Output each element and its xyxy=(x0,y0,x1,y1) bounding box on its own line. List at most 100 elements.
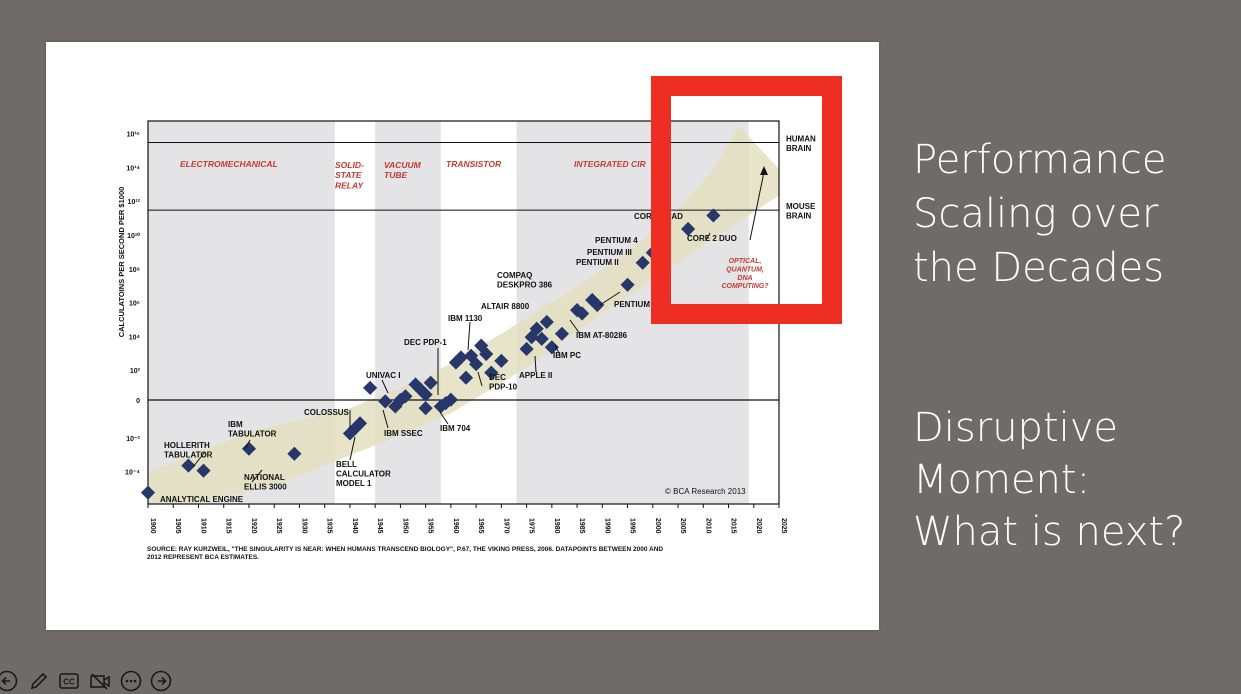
x-tick-label: 1935 xyxy=(326,518,333,534)
data-point xyxy=(287,446,302,461)
data-point xyxy=(196,463,211,478)
svg-text:CC: CC xyxy=(63,678,75,687)
data-point xyxy=(140,485,156,500)
point-label: HOLLERITH TABULATOR xyxy=(164,441,213,460)
x-tick-label: 1960 xyxy=(452,518,459,534)
leader-line xyxy=(244,439,251,450)
y-tick-label: 10⁻⁴ xyxy=(125,470,140,477)
data-point xyxy=(363,380,378,395)
y-tick-label: 0 xyxy=(136,398,140,405)
data-point xyxy=(534,331,549,346)
reference-label: HUMAN BRAIN xyxy=(786,135,816,154)
data-point xyxy=(494,353,509,368)
data-point xyxy=(681,221,696,237)
x-tick-label: 1970 xyxy=(502,518,509,534)
data-point xyxy=(418,387,433,402)
x-tick-label: 1915 xyxy=(225,518,232,534)
x-tick-label: 1955 xyxy=(427,518,434,534)
next-icon[interactable] xyxy=(150,670,172,692)
x-tick-label: 1905 xyxy=(174,518,181,534)
x-tick-label: 1900 xyxy=(149,518,156,534)
leader-line xyxy=(381,379,389,394)
slide-heading: Performance Scaling over the Decades xyxy=(913,133,1166,295)
point-label: ANALYTICAL ENGINE xyxy=(160,495,244,504)
point-label: IBM PC xyxy=(553,351,581,360)
point-label: ALTAIR 8800 xyxy=(481,302,530,311)
x-tick-label: 2020 xyxy=(755,518,762,534)
y-tick-label: 10⁶ xyxy=(129,301,140,308)
point-label: PENTIUM 4 xyxy=(595,236,638,245)
x-tick-label: 1945 xyxy=(376,518,383,534)
previous-icon[interactable] xyxy=(0,670,18,692)
x-tick-label: 2025 xyxy=(780,518,787,534)
data-point xyxy=(575,306,590,321)
leader-line xyxy=(192,451,206,468)
data-point xyxy=(398,389,413,404)
data-point xyxy=(620,277,635,292)
heading-line: the Decades xyxy=(913,245,1165,291)
pen-icon[interactable] xyxy=(28,670,50,692)
data-point xyxy=(484,365,499,380)
x-tick-label: 1995 xyxy=(629,518,636,534)
data-point xyxy=(539,314,554,330)
x-tick-label: 1950 xyxy=(401,518,408,534)
leader-line xyxy=(569,319,581,335)
y-tick-label: 10¹⁰ xyxy=(127,232,140,240)
y-axis-title: CALCULATOINS PER SECOND PER $1000 xyxy=(117,187,126,338)
point-label: IBM SSEC xyxy=(384,429,423,438)
subheading-line: Moment: xyxy=(913,457,1091,503)
point-label: COLOSSUS xyxy=(304,408,350,417)
leader-line xyxy=(382,409,389,429)
captions-icon[interactable]: CC xyxy=(58,670,80,692)
era-label: TRANSISTOR xyxy=(446,159,502,169)
y-tick-label: 10² xyxy=(130,368,141,375)
data-point xyxy=(469,357,484,372)
point-label: PENTIUM xyxy=(614,300,650,309)
x-tick-label: 1965 xyxy=(477,518,484,534)
data-point xyxy=(423,375,438,390)
heading-line: Scaling over xyxy=(913,191,1159,237)
presentation-toolbar: CC xyxy=(0,668,200,694)
source-note: SOURCE: RAY KURZWEIL, "THE SINGULARITY I… xyxy=(147,546,663,561)
data-point xyxy=(352,416,368,431)
point-label: BELL CALCULATOR MODEL 1 xyxy=(336,460,391,488)
x-tick-label: 1920 xyxy=(250,518,257,534)
future-label: OPTICAL, QUANTUM, DNA COMPUTING? xyxy=(721,258,769,290)
point-label: UNIVAC I xyxy=(366,371,401,380)
camera-off-icon[interactable] xyxy=(89,670,111,692)
leader-line xyxy=(599,291,621,306)
leader-line xyxy=(477,371,483,387)
growth-band xyxy=(148,125,779,504)
data-point xyxy=(529,321,544,336)
data-point xyxy=(443,392,458,407)
data-point xyxy=(418,401,433,416)
heading-line: Performance xyxy=(913,137,1167,183)
data-point xyxy=(544,340,559,355)
data-point xyxy=(635,255,650,270)
slide-subheading: Disruptive Moment: What is next? xyxy=(913,402,1185,558)
y-tick-label: 10¹⁴ xyxy=(126,165,140,172)
era-label: ELECTROMECHANICAL xyxy=(180,159,278,169)
x-tick-label: 1980 xyxy=(553,518,560,534)
copyright-label: © BCA Research 2013 xyxy=(665,487,746,496)
point-label: APPLE II xyxy=(519,371,552,380)
y-tick-label: 10¹² xyxy=(128,199,141,206)
x-tick-label: 1975 xyxy=(528,518,535,534)
reference-label: MOUSE BRAIN xyxy=(786,202,816,221)
leader-line xyxy=(554,344,561,356)
data-point xyxy=(519,341,534,357)
leader-line xyxy=(534,355,537,373)
more-icon[interactable] xyxy=(120,670,142,692)
y-tick-label: 10⁻² xyxy=(126,436,140,443)
data-point xyxy=(378,394,393,409)
y-tick-label: 10¹⁶ xyxy=(127,132,140,139)
leader-line xyxy=(349,436,356,461)
data-point xyxy=(590,297,605,313)
point-label: IBM 1130 xyxy=(448,314,483,323)
highlight-box xyxy=(651,76,842,324)
leader-line xyxy=(705,232,711,241)
y-tick-label: 10⁴ xyxy=(129,334,141,341)
data-point xyxy=(479,346,494,362)
point-label: PENTIUM III xyxy=(587,248,632,257)
